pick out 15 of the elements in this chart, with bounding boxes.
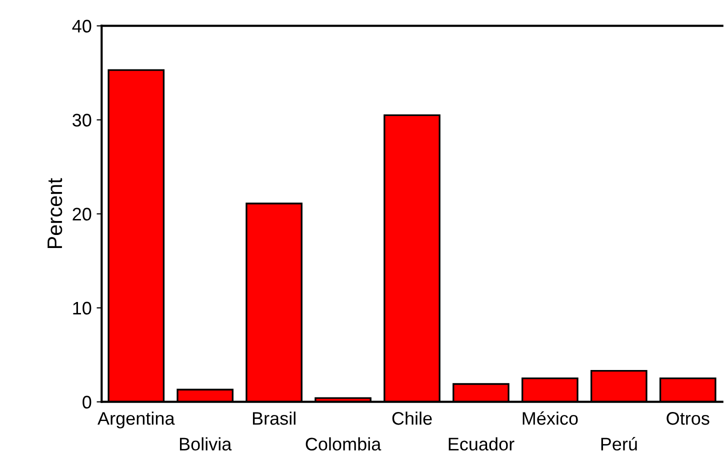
x-tick-label: México: [522, 411, 578, 425]
x-tick-label: Ecuador: [448, 437, 514, 451]
y-tick-label: 40: [72, 20, 92, 33]
x-tick-label: Perú: [601, 437, 637, 451]
x-tick-label: Otros: [666, 412, 710, 425]
y-tick-label: 30: [72, 114, 92, 127]
x-tick-label: Bolivia: [180, 437, 232, 451]
y-axis-title: Percent: [48, 178, 62, 248]
x-tick-label: Colombia: [306, 437, 382, 451]
y-tick-label: 20: [72, 208, 92, 221]
y-tick-label: 0: [82, 396, 92, 409]
y-tick-label: 10: [73, 302, 92, 315]
x-tick-label: Argentina: [98, 412, 175, 428]
x-tick-label: Brasil: [252, 412, 296, 425]
x-tick-label: Chile: [392, 412, 432, 425]
